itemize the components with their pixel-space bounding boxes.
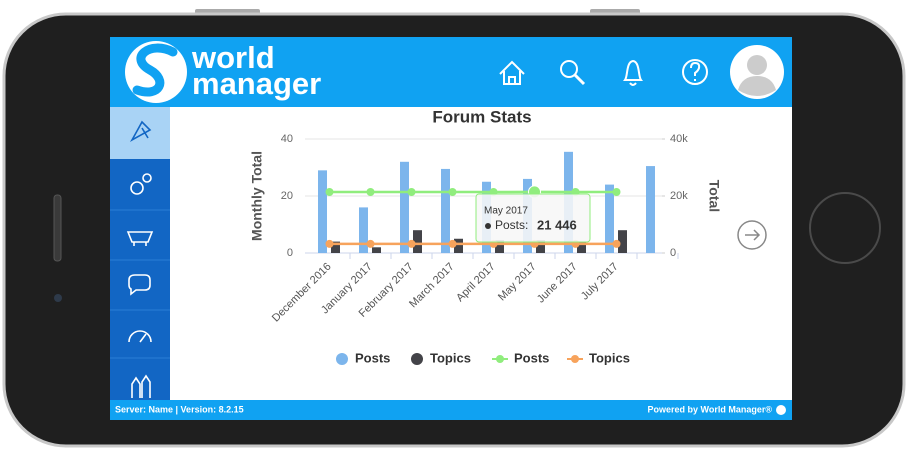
tooltip-dot — [485, 223, 491, 229]
phone-speaker — [53, 194, 62, 262]
legend-label[interactable]: Topics — [430, 350, 471, 365]
y2-tick-label: 20k — [670, 190, 688, 202]
chat-icon[interactable] — [128, 274, 151, 296]
line-point — [448, 239, 457, 248]
legend-marker — [571, 355, 579, 363]
map-icon[interactable] — [129, 120, 152, 143]
bar — [536, 240, 545, 253]
bar — [331, 241, 340, 253]
legend-marker — [496, 355, 504, 363]
bar — [413, 230, 422, 253]
home-button[interactable] — [809, 192, 881, 264]
line-point — [612, 239, 621, 248]
bar — [454, 238, 463, 253]
bar — [495, 240, 504, 253]
help-icon[interactable] — [682, 59, 708, 85]
bar — [372, 247, 381, 253]
y-axis-label: Monthly Total — [249, 151, 265, 241]
logo-swoosh — [132, 43, 178, 97]
bar — [400, 161, 409, 253]
tooltip-label: Posts: — [495, 218, 528, 232]
legend-label[interactable]: Topics — [589, 350, 630, 365]
bar — [646, 166, 655, 253]
settings-icon[interactable] — [130, 181, 144, 195]
logo-text: manager — [192, 66, 321, 101]
bar — [359, 207, 368, 253]
y2-tick-label: 0 — [670, 247, 676, 259]
line-point — [407, 239, 416, 248]
legend-marker — [411, 353, 423, 365]
bar — [605, 184, 614, 253]
line-point — [407, 188, 416, 197]
footer-logo — [776, 405, 786, 415]
line-point — [366, 239, 375, 248]
bell-icon[interactable] — [623, 59, 643, 86]
tooltip-value: 21 446 — [537, 217, 577, 232]
legend-marker — [336, 353, 348, 365]
chart-title: Forum Stats — [432, 107, 531, 126]
home-icon[interactable] — [499, 60, 525, 85]
line-point — [366, 188, 375, 197]
footer-right: Powered by World Manager® — [648, 404, 773, 414]
y2-tick-label: 40k — [670, 133, 688, 145]
line-point — [325, 188, 334, 197]
footer-left: Server: Name | Version: 8.2.15 — [115, 404, 244, 414]
y-tick-label: 20 — [281, 190, 293, 202]
bar — [441, 168, 450, 253]
people-icon[interactable] — [131, 374, 151, 398]
header — [110, 37, 792, 107]
footer — [110, 400, 792, 420]
line-point — [325, 239, 334, 248]
line-point — [448, 188, 457, 197]
legend-label[interactable]: Posts — [355, 350, 390, 365]
y2-axis-label: Total — [706, 180, 722, 212]
legend-label[interactable]: Posts — [514, 350, 549, 365]
store-icon[interactable] — [126, 231, 154, 246]
gauge-icon[interactable] — [128, 330, 152, 343]
bar — [618, 230, 627, 253]
tooltip — [475, 193, 591, 243]
logo-text: world — [191, 40, 275, 75]
bar — [318, 170, 327, 253]
phone-camera — [54, 294, 62, 302]
line-point — [612, 188, 621, 197]
sidebar-item-active[interactable] — [110, 107, 170, 159]
y-tick-label: 0 — [287, 247, 293, 259]
tooltip-title: May 2017 — [484, 206, 528, 217]
search-icon[interactable] — [560, 60, 578, 78]
bar — [577, 241, 586, 253]
y-tick-label: 40 — [281, 133, 293, 145]
